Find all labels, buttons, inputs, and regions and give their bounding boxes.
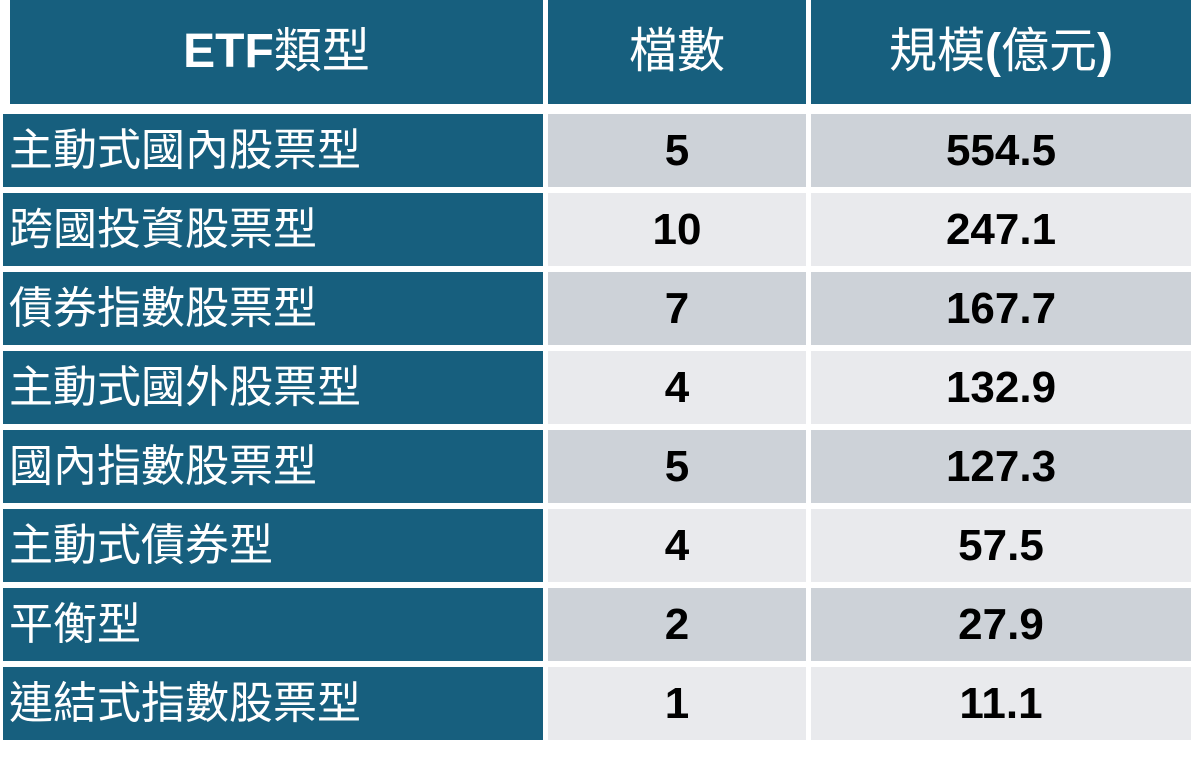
scale-cell: 132.9 [811, 351, 1191, 424]
column-header-scale: 規模(億元) [811, 0, 1191, 104]
etf-type-cell: 連結式指數股票型 [3, 667, 543, 740]
table-row: 跨國投資股票型 10 247.1 [3, 193, 1200, 266]
table-row: 主動式國內股票型 5 554.5 [3, 114, 1200, 187]
table-row: 平衡型 2 27.9 [3, 588, 1200, 661]
scale-cell: 27.9 [811, 588, 1191, 661]
fund-count-cell: 10 [548, 193, 806, 266]
fund-count-cell: 5 [548, 114, 806, 187]
etf-type-cell: 平衡型 [3, 588, 543, 661]
scale-cell: 554.5 [811, 114, 1191, 187]
fund-count-cell: 7 [548, 272, 806, 345]
etf-type-cell: 主動式國外股票型 [3, 351, 543, 424]
table-header-row: ETF 類型 檔數 規模(億元) [10, 0, 1200, 104]
scale-cell: 57.5 [811, 509, 1191, 582]
header-text-segment: 類型 [273, 25, 370, 78]
column-header-fund-count: 檔數 [548, 0, 806, 104]
header-text-segment: ) [1097, 25, 1113, 78]
table-body: 主動式國內股票型 5 554.5 跨國投資股票型 10 247.1 債券指數股票型 7 167.… [0, 114, 1200, 740]
table-row: 國內指數股票型 5 127.3 [3, 430, 1200, 503]
scale-cell: 247.1 [811, 193, 1191, 266]
fund-count-cell: 4 [548, 509, 806, 582]
etf-type-cell: 跨國投資股票型 [3, 193, 543, 266]
header-text-segment: ( [985, 25, 1001, 78]
etf-type-cell: 債券指數股票型 [3, 272, 543, 345]
table-row: 主動式國外股票型 4 132.9 [3, 351, 1200, 424]
scale-cell: 127.3 [811, 430, 1191, 503]
scale-cell: 11.1 [811, 667, 1191, 740]
etf-type-cell: 主動式國內股票型 [3, 114, 543, 187]
fund-count-cell: 5 [548, 430, 806, 503]
table-row: 連結式指數股票型 1 11.1 [3, 667, 1200, 740]
table-row: 主動式債券型 4 57.5 [3, 509, 1200, 582]
header-text-segment: 檔數 [628, 25, 725, 78]
etf-type-cell: 國內指數股票型 [3, 430, 543, 503]
header-text-segment: 億元 [1001, 25, 1098, 78]
column-header-etf-type: ETF 類型 [10, 0, 543, 104]
header-text-segment: ETF [183, 25, 274, 78]
fund-count-cell: 1 [548, 667, 806, 740]
fund-count-cell: 2 [548, 588, 806, 661]
table-row: 債券指數股票型 7 167.7 [3, 272, 1200, 345]
etf-type-cell: 主動式債券型 [3, 509, 543, 582]
scale-cell: 167.7 [811, 272, 1191, 345]
fund-count-cell: 4 [548, 351, 806, 424]
header-text-segment: 規模 [889, 25, 986, 78]
